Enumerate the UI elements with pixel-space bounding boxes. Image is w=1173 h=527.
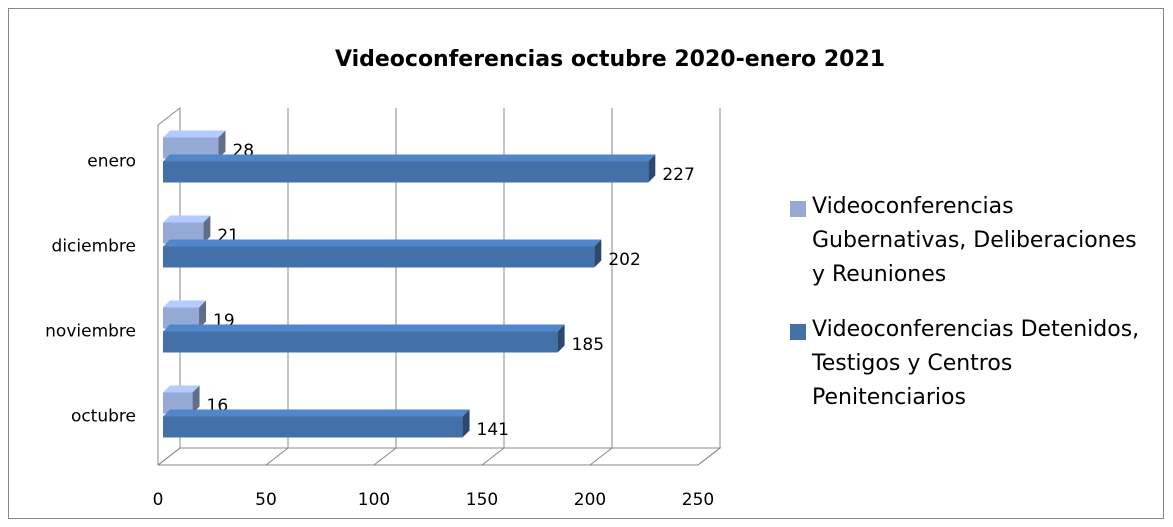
grid-line	[589, 108, 613, 466]
bar-face	[163, 409, 470, 417]
bar-face	[163, 161, 649, 183]
bar-face	[648, 154, 656, 183]
legend-swatch	[790, 201, 806, 217]
bar	[163, 215, 211, 244]
value-label: 202	[608, 250, 640, 270]
bar-face	[557, 324, 565, 353]
legend-label: Videoconferencias Detenidos, Testigos y …	[812, 317, 1140, 410]
bar-face	[163, 307, 200, 329]
bar-face	[218, 130, 226, 159]
bar-face	[163, 331, 558, 353]
x-tick-label: 250	[682, 490, 714, 510]
grid-line	[373, 108, 397, 466]
chart-title: Videoconferencias octubre 2020-enero 202…	[335, 47, 885, 72]
bar-face	[163, 239, 602, 247]
x-tick-label: 0	[153, 490, 164, 510]
y-tick-label: noviembre	[45, 322, 136, 342]
grid-line	[697, 108, 721, 466]
bar-face	[163, 385, 200, 393]
y-tick-label: octubre	[71, 407, 136, 427]
bar-face	[462, 409, 470, 438]
y-tick-label: diciembre	[52, 237, 136, 257]
y-tick-label: enero	[87, 152, 136, 172]
bar-face	[163, 300, 207, 308]
bar-face	[163, 246, 595, 268]
bar	[163, 324, 565, 353]
bar-face	[163, 324, 565, 332]
legend-swatch	[790, 324, 806, 340]
bar-face	[199, 300, 207, 329]
bar	[163, 239, 602, 268]
x-tick-label: 50	[255, 490, 277, 510]
value-label: 227	[662, 165, 694, 185]
value-label: 185	[572, 335, 604, 355]
bar-face	[163, 392, 193, 414]
bar	[163, 385, 200, 414]
bar-face	[163, 130, 226, 138]
legend-label: Videoconferencias Gubernativas, Delibera…	[812, 194, 1137, 287]
bar-face	[203, 215, 211, 244]
x-tick-label: 150	[466, 490, 498, 510]
bar	[163, 154, 656, 183]
x-tick-label: 100	[358, 490, 390, 510]
bar-face	[163, 154, 656, 162]
bar-face	[163, 222, 204, 244]
grid-line	[265, 108, 289, 466]
bar-face	[594, 239, 602, 268]
bar	[163, 300, 207, 329]
bar	[163, 130, 226, 159]
bar	[163, 409, 470, 438]
bar-face	[163, 416, 463, 438]
bar-face	[192, 385, 200, 414]
grid-line	[481, 108, 505, 466]
value-label: 141	[477, 420, 509, 440]
bar-face	[163, 215, 211, 223]
bar-face	[163, 137, 219, 159]
x-tick-label: 200	[574, 490, 606, 510]
